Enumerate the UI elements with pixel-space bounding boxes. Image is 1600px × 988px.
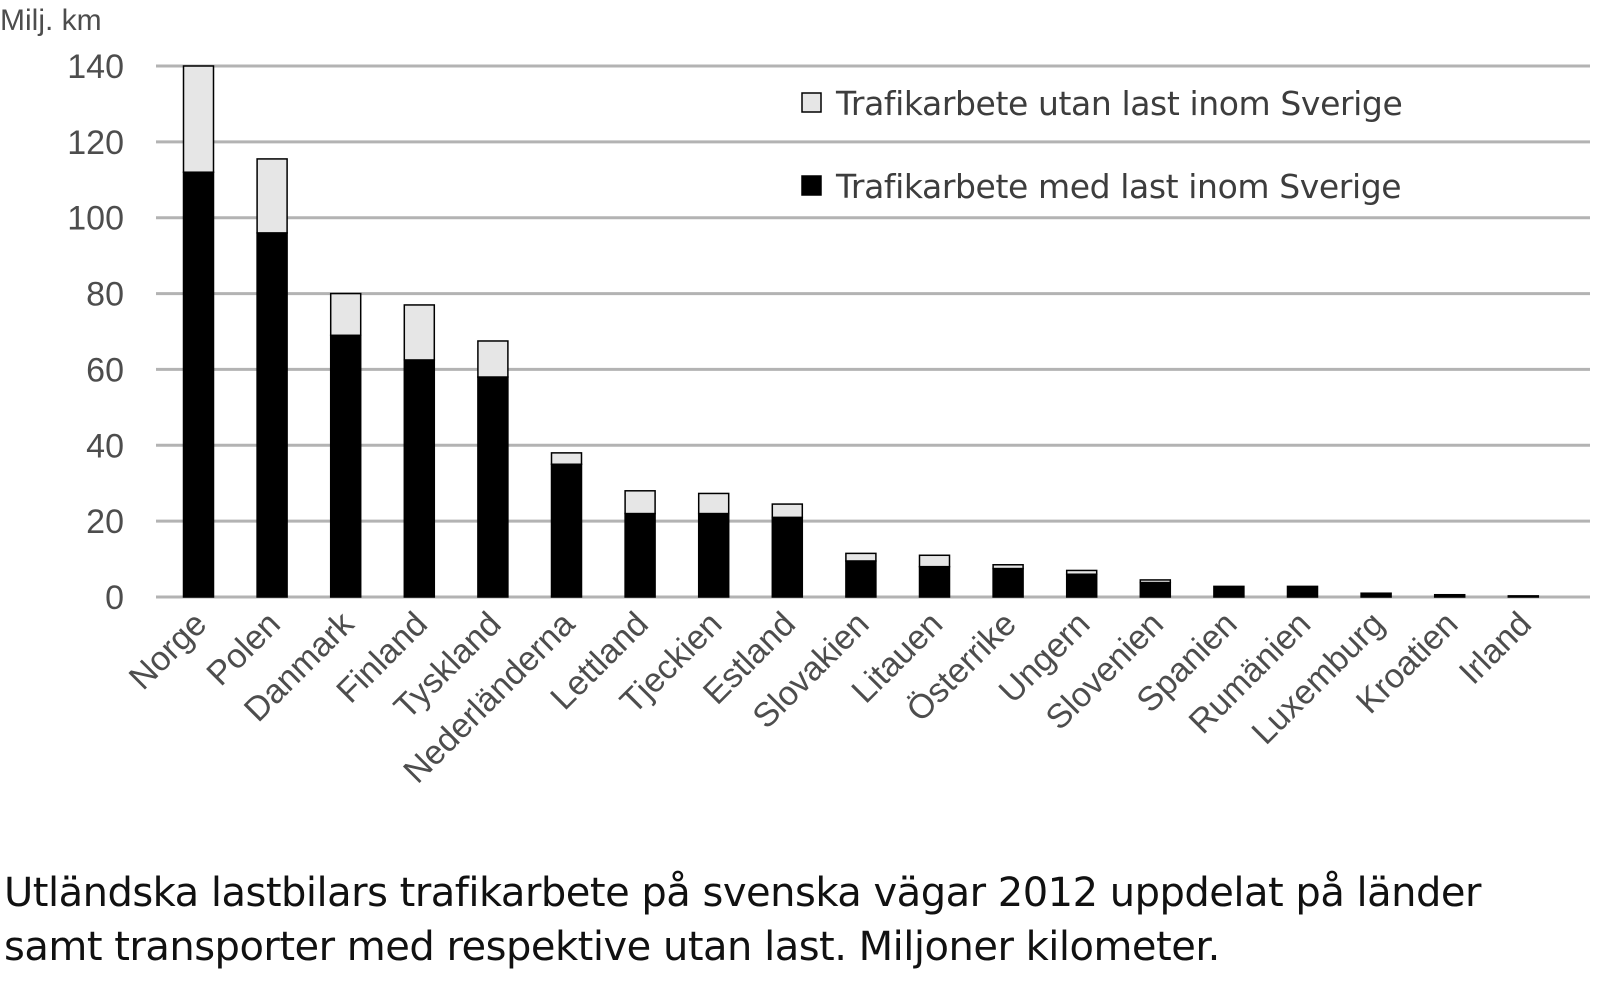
bar-without-load-14 [1139, 579, 1172, 584]
bar-without-load-13 [1065, 569, 1098, 575]
bar-with-load-18 [1433, 593, 1466, 598]
legend-item-with-load-label: Trafikarbete med last inom Sverige [835, 167, 1401, 206]
y-tick-label: 40 [86, 427, 124, 465]
bar-with-load-8 [697, 512, 730, 598]
x-tick-label: Norge [122, 605, 214, 697]
x-tick-label: Irland [1452, 605, 1539, 692]
y-tick-label: 140 [67, 48, 124, 86]
bar-with-load-4 [403, 359, 436, 598]
bar-with-load-14 [1139, 581, 1172, 598]
x-tick-labels: NorgePolenDanmarkFinlandTysklandNederlän… [122, 604, 1539, 791]
bar-without-load-8 [697, 492, 730, 515]
bar-without-load-7 [624, 490, 656, 515]
bar-with-load-12 [992, 567, 1024, 598]
bar-with-load-1 [182, 171, 215, 598]
caption-line-1: Utländska lastbilars trafikarbete på sve… [4, 870, 1481, 916]
bar-with-load-16 [1286, 585, 1319, 598]
y-axis-label: Milj. km [0, 4, 102, 37]
bar-without-load-2 [256, 158, 288, 234]
gridlines [156, 64, 1590, 599]
bar-with-load-5 [477, 376, 509, 598]
y-tick-label: 80 [86, 276, 124, 314]
y-tick-label: 100 [67, 200, 124, 238]
bar-with-load-10 [845, 560, 877, 598]
bar-without-load-3 [329, 292, 362, 337]
bar-without-load-4 [403, 304, 436, 361]
bar-with-load-7 [624, 512, 656, 598]
bar-without-load-1 [182, 65, 215, 173]
bar-without-load-12 [992, 564, 1024, 570]
legend: Trafikarbete utan last inom Sverige Trafi… [801, 84, 1403, 206]
bar-with-load-15 [1213, 585, 1245, 598]
bar-with-load-3 [329, 334, 362, 598]
figure-caption: Utländska lastbilars trafikarbete på sve… [4, 866, 1594, 974]
bar-with-load-2 [256, 232, 288, 598]
bar-with-load-17 [1360, 592, 1392, 598]
bar-with-load-6 [550, 463, 583, 598]
bar-with-load-13 [1065, 573, 1098, 598]
legend-item-without-load-label: Trafikarbete utan last inom Sverige [835, 84, 1402, 123]
bar-with-load-9 [771, 516, 804, 598]
y-tick-label: 20 [86, 503, 124, 541]
bar-without-load-6 [550, 452, 583, 466]
bar-without-load-10 [845, 552, 877, 562]
legend-item-without-load-swatch [801, 92, 822, 113]
y-tick-label: 60 [86, 351, 124, 389]
legend-item-with-load-swatch [801, 175, 822, 196]
caption-line-2: samt transporter med respektive utan las… [4, 924, 1220, 970]
y-tick-label: 0 [105, 579, 124, 617]
bars [182, 65, 1540, 598]
bar-with-load-19 [1507, 595, 1540, 598]
y-tick-label: 120 [67, 124, 124, 162]
bar-without-load-9 [771, 503, 804, 519]
bar-chart: Milj. km 0 20 40 60 80 100 120 140 NorgePolenDa… [0, 4, 1590, 791]
bar-without-load-11 [918, 554, 951, 568]
bar-with-load-11 [918, 565, 951, 598]
bar-without-load-5 [477, 340, 509, 378]
y-tick-labels: 0 20 40 60 80 100 120 140 [67, 48, 124, 617]
